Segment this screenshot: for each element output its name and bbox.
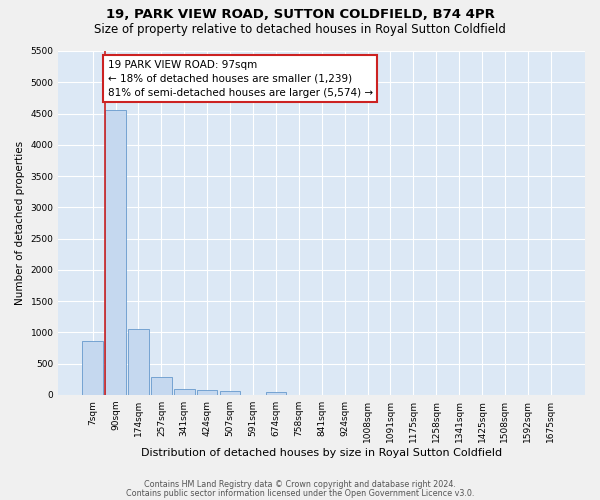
Bar [128, 330, 149, 395]
Bar [174, 390, 194, 395]
Bar [220, 391, 241, 395]
Text: 19 PARK VIEW ROAD: 97sqm
← 18% of detached houses are smaller (1,239)
81% of sem: 19 PARK VIEW ROAD: 97sqm ← 18% of detach… [107, 60, 373, 98]
Text: Size of property relative to detached houses in Royal Sutton Coldfield: Size of property relative to detached ho… [94, 22, 506, 36]
Bar [82, 340, 103, 395]
Y-axis label: Number of detached properties: Number of detached properties [15, 141, 25, 305]
Bar [197, 390, 217, 395]
Bar [266, 392, 286, 395]
Bar [105, 110, 126, 395]
Text: Contains HM Land Registry data © Crown copyright and database right 2024.: Contains HM Land Registry data © Crown c… [144, 480, 456, 489]
X-axis label: Distribution of detached houses by size in Royal Sutton Coldfield: Distribution of detached houses by size … [141, 448, 502, 458]
Text: Contains public sector information licensed under the Open Government Licence v3: Contains public sector information licen… [126, 488, 474, 498]
Text: 19, PARK VIEW ROAD, SUTTON COLDFIELD, B74 4PR: 19, PARK VIEW ROAD, SUTTON COLDFIELD, B7… [106, 8, 494, 20]
Bar [151, 377, 172, 395]
